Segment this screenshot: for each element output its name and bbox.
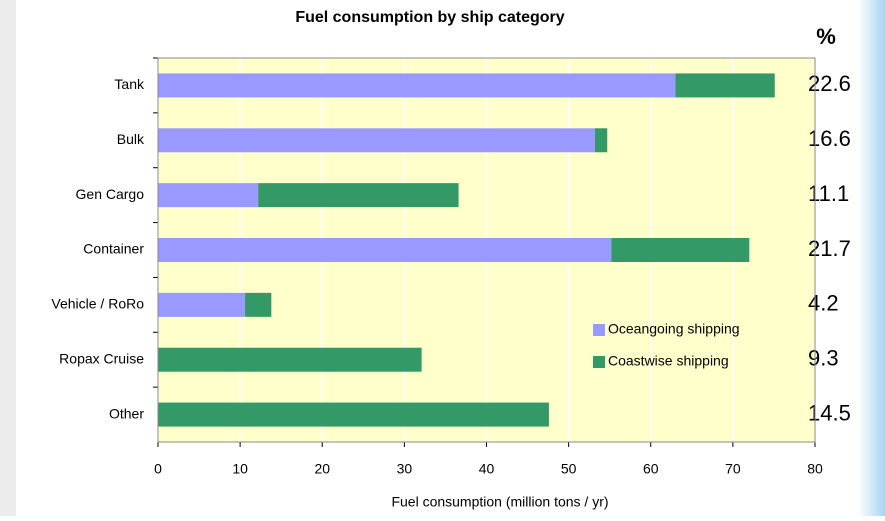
bar-segment	[158, 183, 259, 208]
y-tick-label: Bulk	[117, 131, 145, 147]
x-tick-label: 40	[479, 461, 495, 477]
bar-segment	[245, 292, 272, 317]
y-tick-label: Ropax Cruise	[59, 350, 144, 366]
share-label: 14.5	[808, 400, 851, 425]
left-border	[0, 0, 16, 516]
x-tick-label: 60	[643, 461, 659, 477]
legend-swatch	[593, 356, 605, 368]
share-label: 16.6	[808, 126, 851, 151]
x-tick-label: 20	[314, 461, 330, 477]
plot-frame	[157, 57, 816, 443]
y-tick-label: Other	[109, 405, 144, 421]
share-label: 4.2	[808, 291, 839, 316]
x-tick-label: 0	[154, 461, 162, 477]
share-label: 9.3	[808, 346, 839, 371]
x-tick-label: 10	[232, 461, 248, 477]
legend-label: Coastwise shipping	[608, 353, 729, 369]
y-tick-label: Gen Cargo	[76, 186, 145, 202]
bar-segment	[158, 402, 549, 427]
chart-title: Fuel consumption by ship category	[295, 9, 564, 26]
x-tick-label: 80	[807, 461, 823, 477]
bar-segment	[158, 73, 676, 98]
y-tick-label: Tank	[114, 76, 145, 92]
legend-label: Oceangoing shipping	[608, 321, 740, 337]
bar-segment	[594, 128, 608, 153]
legend-swatch	[593, 324, 605, 336]
bar-segment	[258, 183, 459, 208]
share-label: 21.7	[808, 236, 851, 261]
share-header: %	[816, 24, 836, 49]
x-tick-label: 70	[725, 461, 741, 477]
y-tick-label: Vehicle / RoRo	[51, 296, 144, 312]
bar-segment	[158, 292, 246, 317]
bar-segment	[675, 73, 775, 98]
x-tick-label: 30	[397, 461, 413, 477]
bar-segment	[158, 347, 422, 372]
x-tick-label: 50	[561, 461, 577, 477]
share-label: 11.1	[808, 181, 849, 206]
bar-segment	[158, 238, 612, 262]
right-border	[858, 0, 885, 516]
y-tick-label: Container	[83, 241, 144, 257]
share-label: 22.6	[808, 71, 851, 96]
x-axis-label: Fuel consumption (million tons / yr)	[391, 494, 608, 510]
bar-segment	[611, 238, 750, 262]
bar-segment	[158, 128, 595, 153]
